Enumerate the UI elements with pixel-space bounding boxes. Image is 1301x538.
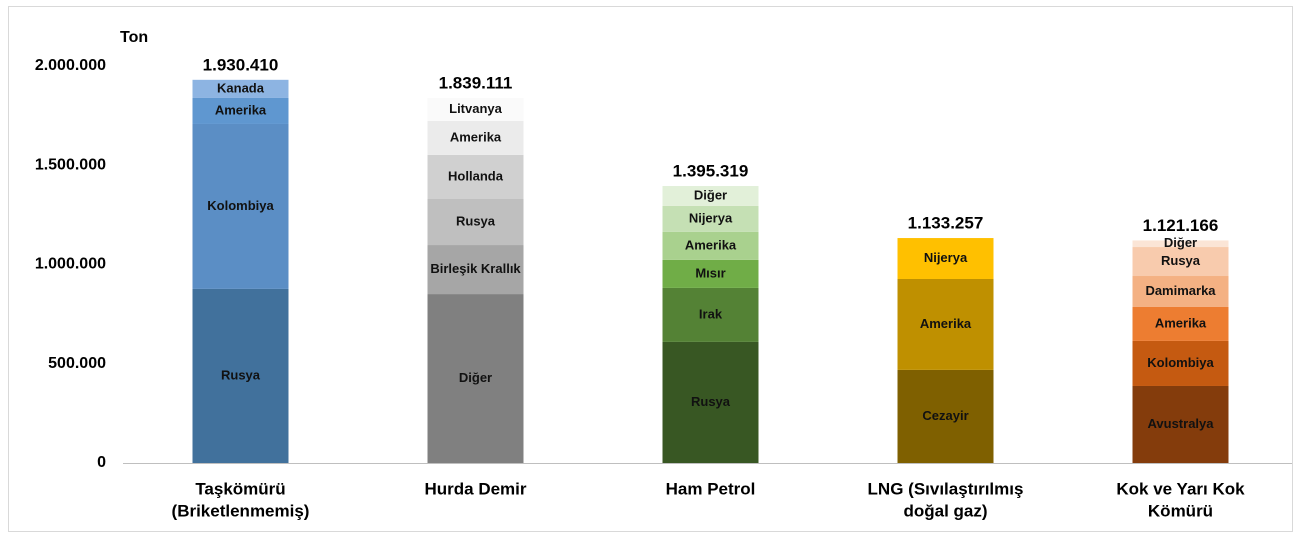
y-tick-label: 2.000.000 xyxy=(35,57,106,74)
x-tick-label: LNG (Sıvılaştırılmış xyxy=(868,479,1024,498)
bar-segment xyxy=(1132,306,1229,341)
x-tick-label: Ham Petrol xyxy=(666,479,756,498)
segment-label: Amerika xyxy=(685,237,737,252)
total-label: 1.133.257 xyxy=(908,214,984,233)
segment-label: Kolombiya xyxy=(207,198,274,213)
segment-label: Mısır xyxy=(695,265,725,280)
segment-label: Diğer xyxy=(694,187,727,202)
bar-segment xyxy=(662,259,759,288)
segment-label: Amerika xyxy=(1155,315,1207,330)
bar-segment xyxy=(1132,276,1229,307)
x-tick-label: doğal gaz) xyxy=(903,501,987,520)
segment-label: Rusya xyxy=(691,394,731,409)
bar-segment xyxy=(662,341,759,463)
bar-segment xyxy=(662,231,759,260)
bar-segment xyxy=(662,186,759,206)
segment-label: Nijerya xyxy=(924,250,968,265)
bar-segment xyxy=(427,120,524,155)
total-label: 1.395.319 xyxy=(673,162,749,181)
bar-segment xyxy=(427,294,524,463)
y-tick-label: 500.000 xyxy=(48,355,106,372)
segment-label: Diğer xyxy=(459,370,492,385)
bar-segment xyxy=(192,288,289,463)
bar-segment xyxy=(897,278,994,370)
bar-segment xyxy=(1132,247,1229,277)
segment-label: Avustralya xyxy=(1148,416,1215,431)
bar-segment xyxy=(427,97,524,121)
segment-label: Rusya xyxy=(221,367,261,382)
segment-label: Diğer xyxy=(1164,235,1197,250)
x-tick-label: Taşkömürü xyxy=(195,479,285,498)
bar-segment xyxy=(662,205,759,232)
total-label: 1.121.166 xyxy=(1143,216,1219,235)
bar-segment xyxy=(427,198,524,246)
segment-label: Nijerya xyxy=(689,210,733,225)
x-tick-label: Kömürü xyxy=(1148,501,1213,520)
y-tick-label: 1.500.000 xyxy=(35,156,106,173)
y-tick-label: 0 xyxy=(97,454,106,471)
segment-label: Amerika xyxy=(920,316,972,331)
segment-label: Damimarka xyxy=(1145,283,1216,298)
segment-label: Hollanda xyxy=(448,168,504,183)
bar-segment xyxy=(897,238,994,279)
segment-label: Cezayir xyxy=(922,408,968,423)
bar-segment xyxy=(192,79,289,98)
segment-label: Kolombiya xyxy=(1147,355,1214,370)
bar-segment xyxy=(1132,385,1229,463)
segment-label: Amerika xyxy=(450,129,502,144)
x-tick-label: Hurda Demir xyxy=(424,479,526,498)
bar-segment xyxy=(427,245,524,295)
bar-segment xyxy=(1132,340,1229,386)
segment-label: Irak xyxy=(699,306,723,321)
segment-label: Rusya xyxy=(456,213,496,228)
segment-label: Litvanya xyxy=(449,101,503,116)
segment-label: Amerika xyxy=(215,102,267,117)
segment-label: Birleşik Krallık xyxy=(430,261,521,276)
segment-label: Rusya xyxy=(1161,253,1201,268)
bar-segment xyxy=(1132,240,1229,248)
x-tick-label: (Briketlenmemiş) xyxy=(172,501,310,520)
bar-segment xyxy=(192,97,289,124)
bar-segment xyxy=(192,123,289,289)
bar-segment xyxy=(662,287,759,342)
bar-segment xyxy=(427,154,524,199)
total-label: 1.839.111 xyxy=(439,73,513,92)
y-tick-label: 1.000.000 xyxy=(35,256,106,273)
bar-segment xyxy=(897,369,994,463)
segment-label: Kanada xyxy=(217,80,265,95)
y-unit: Ton xyxy=(120,29,148,46)
total-label: 1.930.410 xyxy=(203,55,279,74)
x-tick-label: Kok ve Yarı Kok xyxy=(1116,479,1245,498)
